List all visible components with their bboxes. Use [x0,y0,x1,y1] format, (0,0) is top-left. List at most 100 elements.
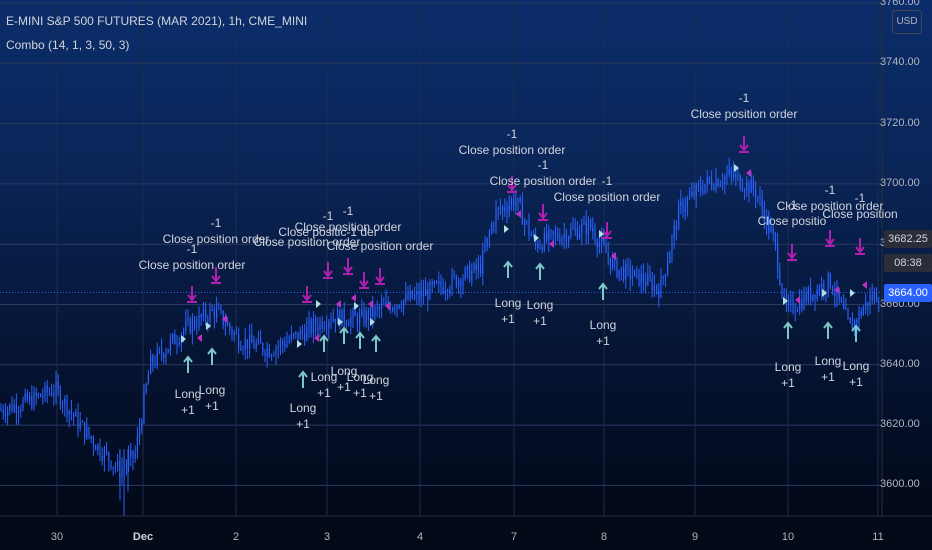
candle-body [51,392,53,396]
long-entry-arrow[interactable] [355,331,365,349]
close-order-arrow[interactable] [323,262,333,279]
candle-body [425,289,427,296]
candle-body [845,308,847,310]
candle-body [574,228,576,230]
time-axis[interactable] [0,517,932,550]
long-entry-arrow[interactable] [535,262,545,280]
long-entry-arrow[interactable] [783,321,793,339]
candle-body [422,290,424,296]
entry-marker [504,225,509,233]
long-entry-arrow[interactable] [183,355,193,373]
long-entry-arrow[interactable] [823,321,833,339]
candle-body [466,265,468,269]
candle-body [464,268,466,280]
candle-body [796,310,798,312]
long-entry-arrow[interactable] [598,282,608,300]
candle-body [546,232,548,241]
close-order-arrow[interactable] [302,286,312,303]
candle-body [662,277,664,279]
exit-marker [222,315,227,323]
candle-body [262,343,264,353]
candle-body [669,253,671,264]
candle-body [117,460,119,467]
entry-marker [599,230,604,238]
close-order-arrow[interactable] [187,286,197,303]
long-entry-arrow[interactable] [851,324,861,342]
close-label: Close position order [254,234,361,250]
candle-body [741,188,743,191]
close-order-arrow[interactable] [375,268,385,285]
candle-body [541,246,543,251]
close-order-arrow[interactable] [538,204,548,221]
long-label-line: Long [174,387,202,401]
candle-body [383,304,385,306]
close-label-line: Close position order [489,174,597,188]
close-order-arrow[interactable] [825,230,835,247]
close-label: -1 Close positic-1 der [278,208,377,240]
candle-body [592,227,594,233]
candle-body [726,174,728,177]
close-order-arrow[interactable] [855,238,865,255]
candle-body [24,393,26,400]
currency-badge[interactable]: USD [892,10,922,34]
exit-marker [314,334,319,342]
candle-body [807,288,809,302]
long-entry-arrow[interactable] [371,334,381,352]
close-order-arrow[interactable] [602,222,612,239]
candle-body [739,174,741,189]
candle-body [532,235,534,237]
price-tick-label: 3760.00 [880,0,920,8]
candle-body [838,288,840,300]
candle-body [376,307,378,309]
candle-body [537,243,539,248]
long-label: Long +1 [290,400,317,432]
exit-marker [336,300,341,308]
close-order-arrow[interactable] [211,267,221,284]
candle-body [693,191,695,197]
candle-body [627,263,629,267]
candle-body [829,273,831,288]
long-entry-arrow[interactable] [339,326,349,344]
candle-body [702,190,704,193]
long-label-line: +1 [501,312,515,326]
close-order-arrow[interactable] [739,136,749,153]
long-entry-arrow[interactable] [298,370,308,388]
candle-body [29,396,31,401]
long-label: Long +1 [843,358,870,390]
candle-body [310,320,312,333]
candle-body [66,398,68,416]
candle-body [9,404,11,410]
entry-marker [316,300,321,308]
close-label-line: Close position order [162,232,270,246]
candle-body [95,446,97,451]
long-label-line: +1 [596,334,610,348]
close-order-arrow[interactable] [507,176,517,193]
candle-body [625,263,627,280]
long-entry-arrow[interactable] [319,334,329,352]
close-label-line: Close position order [253,235,361,249]
candle-body [660,278,662,298]
candle-body [469,265,471,282]
candle-body [455,275,457,287]
candle-body [605,243,607,253]
candle-body [640,273,642,286]
close-order-arrow[interactable] [787,244,797,261]
candle-body [645,282,647,286]
candle-body [598,242,600,247]
candle-body [543,232,545,251]
candle-body [686,198,688,208]
candle-body [561,237,563,243]
candle-body [783,295,785,297]
close-order-arrow[interactable] [359,272,369,289]
candle-body [240,348,242,350]
candle-body [53,393,55,396]
candle-body [304,333,306,341]
candle-body [695,185,697,197]
long-entry-arrow[interactable] [503,260,513,278]
long-entry-arrow[interactable] [207,347,217,365]
long-label-line: Long [289,401,317,415]
indicator-legend[interactable]: Combo (14, 1, 3, 50, 3) [6,38,130,52]
close-order-arrow[interactable] [343,258,353,275]
